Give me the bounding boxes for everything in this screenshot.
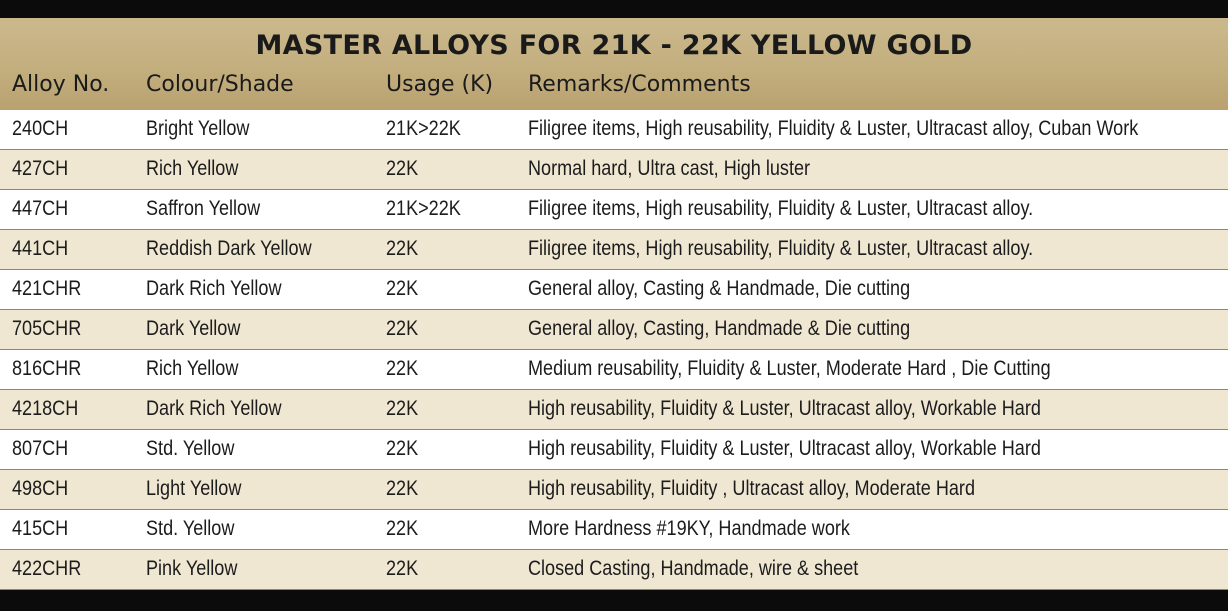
- colour-shade-cell: Dark Yellow: [146, 317, 241, 340]
- table-row: 447CH Saffron Yellow 21K>22K Filigree items…: [0, 190, 1228, 230]
- usage-cell: 22K: [386, 237, 419, 260]
- table-row: 240CH Bright Yellow 21K>22K Filigree items,…: [0, 110, 1228, 150]
- remarks-cell: High reusability, Fluidity & Luster, Ult…: [528, 437, 1041, 460]
- table-row: 816CHR Rich Yellow 22K Medium reusability, …: [0, 350, 1228, 390]
- usage-cell: 22K: [386, 477, 419, 500]
- table-row: 422CHR Pink Yellow 22K Closed Casting, Hand…: [0, 550, 1228, 590]
- usage-cell: 22K: [386, 397, 419, 420]
- column-header-colour-shade: Colour/Shade: [146, 72, 294, 97]
- column-header-usage: Usage (K): [386, 72, 494, 97]
- colour-shade-cell: Light Yellow: [146, 477, 242, 500]
- column-header-remarks: Remarks/Comments: [528, 72, 751, 97]
- remarks-cell: High reusability, Fluidity , Ultracast a…: [528, 477, 975, 500]
- table-row: 705CHR Dark Yellow 22K General alloy, Casti…: [0, 310, 1228, 350]
- alloy-no-cell: 240CH: [12, 117, 69, 140]
- usage-cell: 22K: [386, 157, 419, 180]
- alloy-no-cell: 421CHR: [12, 277, 82, 300]
- colour-shade-cell: Bright Yellow: [146, 117, 250, 140]
- table-row: 807CH Std. Yellow 22K High reusability, Flu…: [0, 430, 1228, 470]
- alloy-no-cell: 415CH: [12, 517, 69, 540]
- alloy-no-cell: 807CH: [12, 437, 69, 460]
- remarks-cell: Filigree items, High reusability, Fluidi…: [528, 117, 1139, 140]
- table-row: 427CH Rich Yellow 22K Normal hard, Ultra ca…: [0, 150, 1228, 190]
- colour-shade-cell: Pink Yellow: [146, 557, 238, 580]
- remarks-cell: Normal hard, Ultra cast, High luster: [528, 157, 811, 180]
- table-row: 415CH Std. Yellow 22K More Hardness #19KY, …: [0, 510, 1228, 550]
- remarks-cell: Medium reusability, Fluidity & Luster, M…: [528, 357, 1051, 380]
- colour-shade-cell: Dark Rich Yellow: [146, 277, 282, 300]
- usage-cell: 22K: [386, 437, 419, 460]
- remarks-cell: General alloy, Casting & Handmade, Die c…: [528, 277, 911, 300]
- table-row: 4218CH Dark Rich Yellow 22K High reusabilit…: [0, 390, 1228, 430]
- usage-cell: 22K: [386, 277, 419, 300]
- alloy-no-cell: 427CH: [12, 157, 69, 180]
- alloy-no-cell: 447CH: [12, 197, 69, 220]
- usage-cell: 21K>22K: [386, 117, 461, 140]
- alloy-no-cell: 422CHR: [12, 557, 82, 580]
- colour-shade-cell: Rich Yellow: [146, 357, 239, 380]
- colour-shade-cell: Rich Yellow: [146, 157, 239, 180]
- table-title: MASTER ALLOYS FOR 21K - 22K YELLOW GOLD: [255, 30, 973, 61]
- column-header-alloy-no: Alloy No.: [12, 72, 110, 97]
- usage-cell: 21K>22K: [386, 197, 461, 220]
- table-header: MASTER ALLOYS FOR 21K - 22K YELLOW GOLD …: [0, 18, 1228, 110]
- table-row: 441CH Reddish Dark Yellow 22K Filigree item…: [0, 230, 1228, 270]
- usage-cell: 22K: [386, 357, 419, 380]
- bottom-border: [0, 593, 1228, 611]
- remarks-cell: General alloy, Casting, Handmade & Die c…: [528, 317, 911, 340]
- usage-cell: 22K: [386, 317, 419, 340]
- table-row: 498CH Light Yellow 22K High reusability, Fl…: [0, 470, 1228, 510]
- remarks-cell: High reusability, Fluidity & Luster, Ult…: [528, 397, 1041, 420]
- alloy-no-cell: 705CHR: [12, 317, 82, 340]
- remarks-cell: Closed Casting, Handmade, wire & sheet: [528, 557, 859, 580]
- remarks-cell: More Hardness #19KY, Handmade work: [528, 517, 850, 540]
- table-row: 421CHR Dark Rich Yellow 22K General alloy, …: [0, 270, 1228, 310]
- colour-shade-cell: Dark Rich Yellow: [146, 397, 282, 420]
- colour-shade-cell: Std. Yellow: [146, 517, 235, 540]
- usage-cell: 22K: [386, 557, 419, 580]
- alloy-no-cell: 498CH: [12, 477, 69, 500]
- colour-shade-cell: Reddish Dark Yellow: [146, 237, 312, 260]
- table-body: 240CH Bright Yellow 21K>22K Filigree items,…: [0, 110, 1228, 590]
- colour-shade-cell: Saffron Yellow: [146, 197, 261, 220]
- colour-shade-cell: Std. Yellow: [146, 437, 235, 460]
- usage-cell: 22K: [386, 517, 419, 540]
- alloy-no-cell: 4218CH: [12, 397, 79, 420]
- remarks-cell: Filigree items, High reusability, Fluidi…: [528, 237, 1034, 260]
- alloy-no-cell: 816CHR: [12, 357, 82, 380]
- alloy-no-cell: 441CH: [12, 237, 69, 260]
- remarks-cell: Filigree items, High reusability, Fluidi…: [528, 197, 1034, 220]
